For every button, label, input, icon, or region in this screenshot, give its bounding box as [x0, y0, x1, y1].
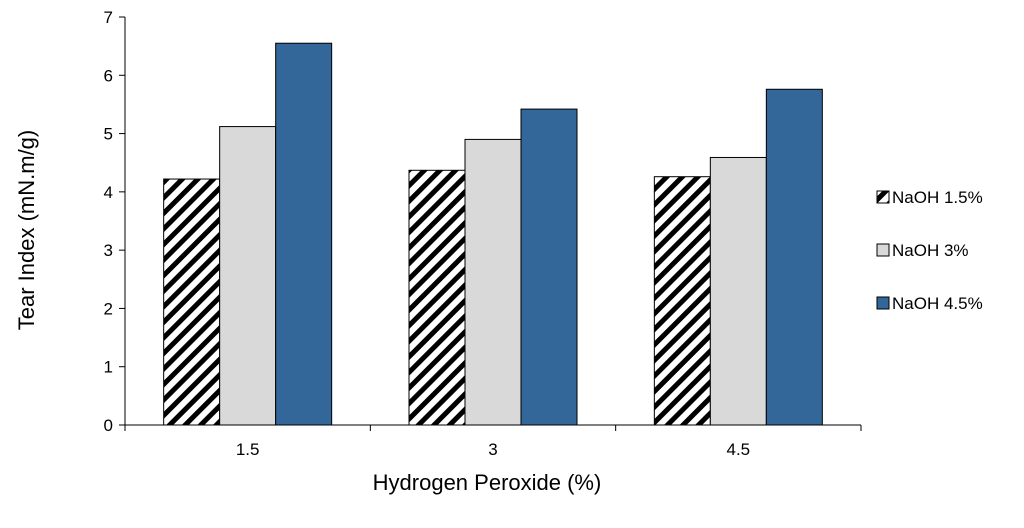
labels: Hydrogen Peroxide (%) Tear Index (mN.m/g… [14, 130, 601, 495]
legend-label: NaOH 1.5% [892, 188, 983, 207]
bar [709, 156, 767, 426]
bar [408, 169, 466, 426]
y-axis-title: Tear Index (mN.m/g) [14, 130, 39, 331]
bar [219, 126, 277, 426]
y-tick-label: 1 [104, 358, 113, 377]
legend-label: NaOH 4.5% [892, 294, 983, 313]
bar [464, 138, 522, 426]
legend: NaOH 1.5% NaOH 3% NaOH 4.5% [876, 188, 983, 313]
y-tick-label: 0 [104, 416, 113, 435]
legend-label: NaOH 3% [892, 241, 969, 260]
bar [765, 88, 823, 426]
y-tick-label: 2 [104, 299, 113, 318]
x-axis-title: Hydrogen Peroxide (%) [373, 470, 602, 495]
bar [275, 42, 333, 426]
y-tick-label: 5 [104, 125, 113, 144]
y-tick-label: 3 [104, 241, 113, 260]
bar [163, 178, 221, 426]
y-tick-label: 7 [104, 8, 113, 27]
x-tick-label: 1.5 [236, 440, 260, 459]
bar [520, 108, 578, 426]
x-tick-label: 4.5 [727, 440, 751, 459]
legend-swatch [876, 190, 890, 204]
legend-swatch [876, 243, 890, 257]
y-tick-label: 6 [104, 66, 113, 85]
bars [163, 42, 823, 426]
y-tick-label: 4 [104, 183, 113, 202]
bar [653, 176, 711, 426]
legend-swatch [876, 296, 890, 310]
x-tick-label: 3 [488, 440, 497, 459]
